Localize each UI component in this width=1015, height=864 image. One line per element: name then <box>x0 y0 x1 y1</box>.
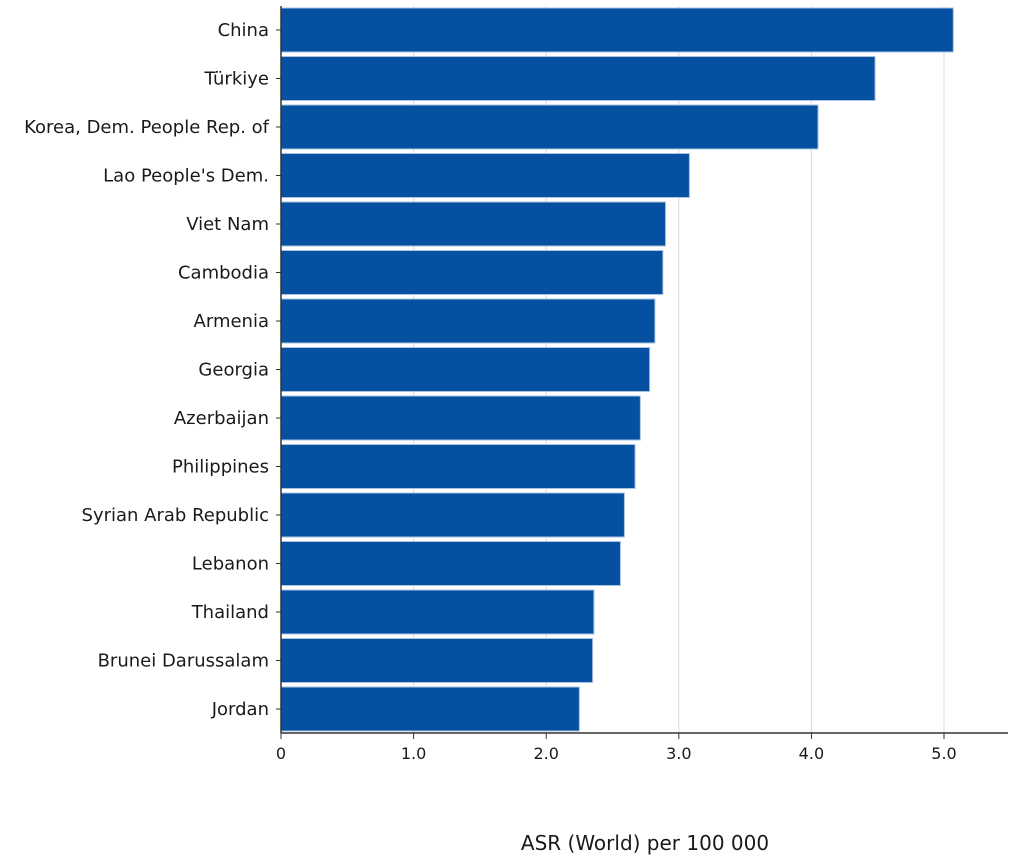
bar-4 <box>280 201 667 247</box>
category-label-9: Philippines <box>172 457 269 478</box>
axes <box>276 6 1008 739</box>
bar-2 <box>280 104 819 150</box>
x-tick-labels: 0 1.0 2.0 3.0 4.0 5.0 <box>276 744 957 763</box>
category-labels: China Türkiye Korea, Dem. People Rep. of La… <box>24 20 270 720</box>
bar-12 <box>280 589 595 635</box>
category-label-1: Türkiye <box>204 69 270 90</box>
category-label-3: Lao People's Dem. <box>103 166 269 187</box>
x-tick-label-4: 4.0 <box>799 744 824 763</box>
category-label-14: Jordan <box>211 699 269 720</box>
bar-9 <box>280 444 636 489</box>
x-tick-label-1: 1.0 <box>401 744 426 763</box>
category-label-6: Armenia <box>194 311 269 332</box>
bar-11 <box>280 541 621 586</box>
x-tick-label-5: 5.0 <box>931 744 956 763</box>
category-label-0: China <box>218 20 269 41</box>
category-label-5: Cambodia <box>178 263 269 284</box>
bars <box>280 7 954 732</box>
bar-3 <box>280 153 690 198</box>
bar-6 <box>280 298 656 344</box>
category-label-2: Korea, Dem. People Rep. of <box>24 117 270 138</box>
category-label-7: Georgia <box>198 360 269 381</box>
bar-10 <box>280 492 625 538</box>
bar-7 <box>280 347 651 392</box>
bar-8 <box>280 395 641 441</box>
category-label-10: Syrian Arab Republic <box>82 505 269 526</box>
category-label-8: Azerbaijan <box>174 408 269 429</box>
bar-14 <box>280 686 580 732</box>
x-tick-label-0: 0 <box>276 744 286 763</box>
bar-0 <box>280 7 954 53</box>
category-label-13: Brunei Darussalam <box>98 651 269 672</box>
x-tick-label-2: 2.0 <box>533 744 558 763</box>
x-axis-title: ASR (World) per 100 000 <box>521 831 769 855</box>
bar-1 <box>280 56 876 101</box>
category-label-11: Lebanon <box>192 554 269 575</box>
bar-5 <box>280 250 664 295</box>
x-tick-label-3: 3.0 <box>666 744 691 763</box>
category-label-12: Thailand <box>191 602 269 623</box>
bar-13 <box>280 638 594 683</box>
category-label-4: Viet Nam <box>186 214 269 235</box>
